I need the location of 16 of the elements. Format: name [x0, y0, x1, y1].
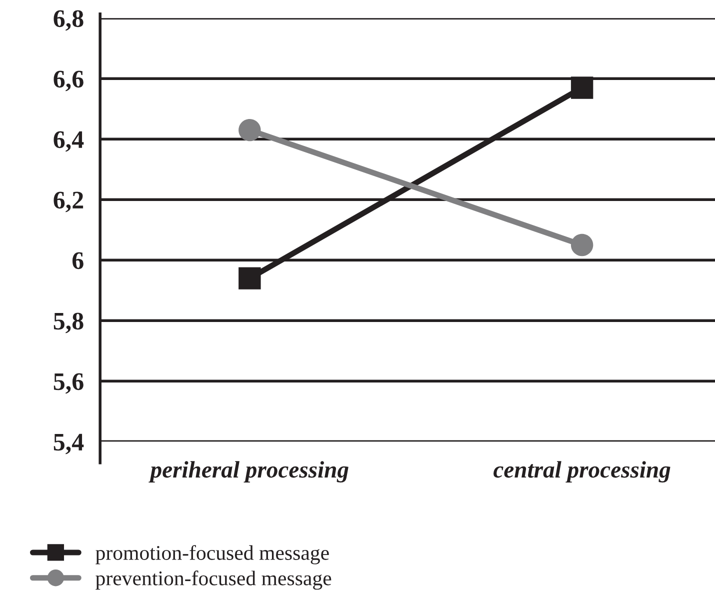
point: [238, 118, 261, 142]
y-tick-label: 6,8: [54, 10, 84, 31]
legend-label: prevention-focused message: [96, 570, 332, 590]
y-tick-label: 5,4: [54, 434, 84, 454]
point: [570, 234, 594, 256]
legend-label: promotion-focused message: [96, 545, 329, 564]
y-tick-label: 5,6: [54, 373, 84, 394]
point: [238, 267, 261, 290]
y-tick-label: 6,6: [54, 70, 84, 92]
x-tick-label: periheral processing: [148, 461, 348, 483]
y-tick-label: 6,2: [54, 192, 84, 212]
x-tick-label: central processing: [494, 461, 670, 483]
y-tick-label: 5,8: [54, 312, 84, 334]
y-tick-label: 6: [72, 252, 84, 270]
y-tick-label: 6,4: [54, 131, 84, 152]
point: [570, 76, 594, 99]
